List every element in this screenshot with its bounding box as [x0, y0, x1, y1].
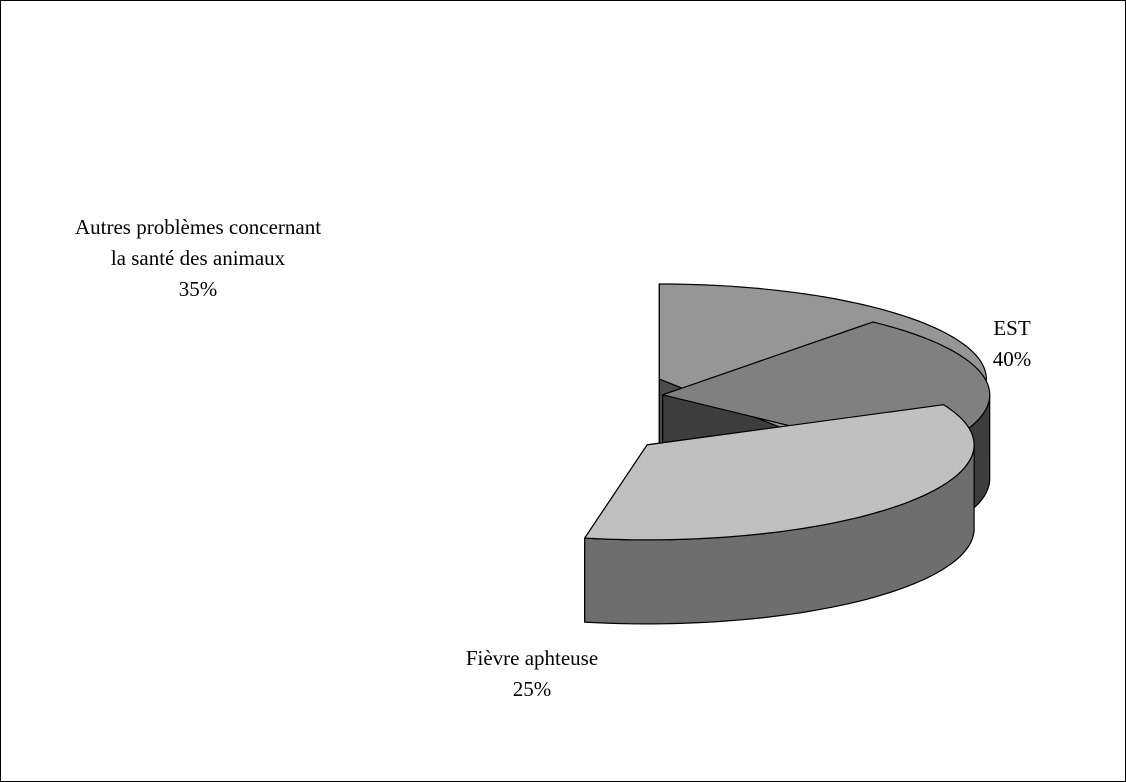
slice-label-autres-name-1: Autres problèmes concernant — [74, 215, 322, 239]
slice-label-fievre-aphteuse-name-1: Fièvre aphteuse — [465, 646, 599, 670]
slice-label-fievre-aphteuse: Fièvre aphteuse 25% — [466, 643, 598, 705]
slice-top-autres — [584, 404, 975, 541]
slice-label-est-value: 40% — [992, 347, 1032, 371]
slice-label-fievre-aphteuse-value: 25% — [512, 677, 552, 701]
slice-label-autres-name-2: la santé des animaux — [110, 246, 286, 270]
slice-label-autres-value: 35% — [178, 277, 218, 301]
slice-label-est-name-1: EST — [993, 316, 1031, 340]
slice-label-autres: Autres problèmes concernant la santé des… — [75, 212, 321, 305]
slice-label-est: EST 40% — [993, 313, 1032, 375]
slice-tops — [584, 283, 991, 541]
